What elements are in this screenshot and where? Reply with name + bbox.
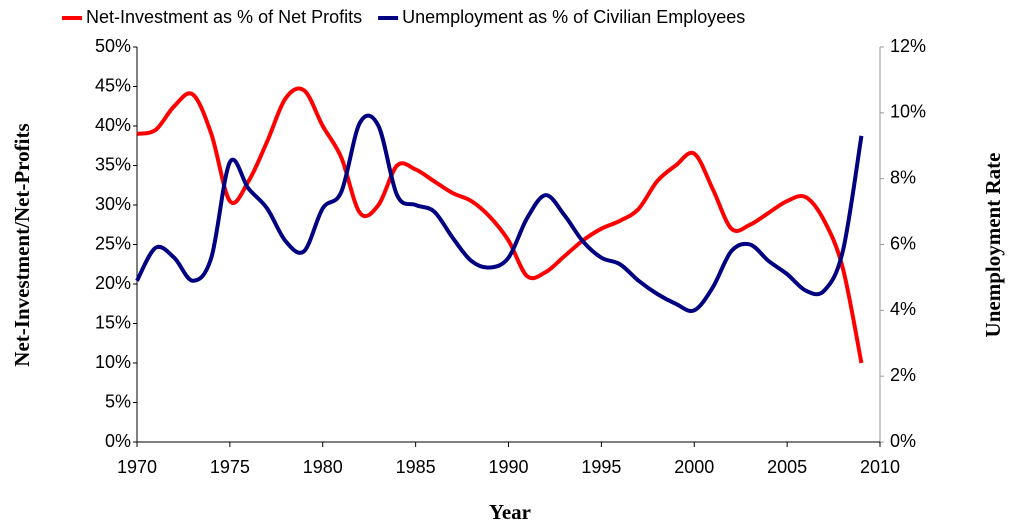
x-tick-label: 1970 xyxy=(117,457,157,477)
y-tick-label: 40% xyxy=(95,115,131,135)
y-tick-label: 5% xyxy=(105,391,131,411)
x-tick-label: 1985 xyxy=(396,457,436,477)
x-tick-label: 1995 xyxy=(581,457,621,477)
x-tick-label: 2010 xyxy=(860,457,900,477)
y2-tick-label: 8% xyxy=(890,167,916,187)
y-tick-label: 15% xyxy=(95,312,131,332)
x-tick-label: 1975 xyxy=(210,457,250,477)
y-tick-label: 45% xyxy=(95,75,131,95)
y2-axis-label: Unemployment Rate xyxy=(981,153,1005,338)
x-tick-label: 2005 xyxy=(767,457,807,477)
y2-tick-label: 2% xyxy=(890,365,916,385)
legend-label: Net-Investment as % of Net Profits xyxy=(86,7,362,27)
x-tick-label: 1980 xyxy=(303,457,343,477)
y-axis-label: Net-Investment/Net-Profits xyxy=(10,123,34,366)
series-line xyxy=(135,113,864,313)
y-tick-label: 10% xyxy=(95,352,131,372)
x-axis-label: Year xyxy=(489,500,531,524)
y-tick-label: 35% xyxy=(95,154,131,174)
y2-tick-label: 12% xyxy=(890,36,926,56)
y2-tick-label: 6% xyxy=(890,233,916,253)
y-tick-label: 25% xyxy=(95,233,131,253)
y2-tick-label: 4% xyxy=(890,299,916,319)
y2-tick-label: 0% xyxy=(890,431,916,451)
legend-label: Unemployment as % of Civilian Employees xyxy=(402,7,745,27)
y2-tick-label: 10% xyxy=(890,102,926,122)
y-tick-label: 20% xyxy=(95,273,131,293)
x-tick-label: 1990 xyxy=(488,457,528,477)
y-tick-label: 30% xyxy=(95,194,131,214)
y-tick-label: 0% xyxy=(105,431,131,451)
x-tick-label: 2000 xyxy=(674,457,714,477)
y-tick-label: 50% xyxy=(95,36,131,56)
series-line xyxy=(136,86,864,364)
